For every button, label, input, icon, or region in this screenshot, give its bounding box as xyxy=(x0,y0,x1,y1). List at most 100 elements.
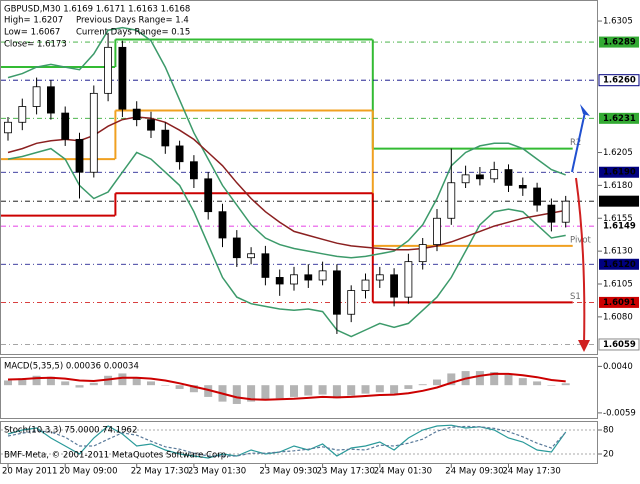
pane-title: Stoch(10,3,3) 75.0000 74.1962 xyxy=(4,426,137,436)
y-tick-label: 0.0040 xyxy=(603,362,633,372)
macd-bar xyxy=(547,385,556,386)
candle-body xyxy=(247,253,256,259)
macd-bar xyxy=(361,385,370,394)
stoch-line xyxy=(7,424,567,459)
candle-body xyxy=(404,261,413,298)
candle-body xyxy=(147,119,155,131)
x-tick-label: 24 May 01:30 xyxy=(374,467,432,477)
macd-bar xyxy=(247,385,256,402)
price-label: 1.6289 xyxy=(603,38,636,48)
x-tick-label: 22 May 17:30 xyxy=(131,467,189,477)
price-label: 1.6231 xyxy=(603,114,636,124)
level-name: R2 xyxy=(570,138,581,148)
candle-body xyxy=(418,244,427,263)
price-label: 1.6260 xyxy=(603,76,636,86)
candle-body xyxy=(32,86,41,107)
stoch-line xyxy=(7,425,567,457)
main-pane xyxy=(0,0,598,355)
macd-bar xyxy=(18,378,27,386)
macd-bar xyxy=(504,374,513,386)
macd-bar xyxy=(75,385,84,388)
candle-body xyxy=(204,178,213,213)
macd-bar xyxy=(32,375,41,386)
price-box xyxy=(599,112,639,124)
price-label: 1.6059 xyxy=(603,340,636,350)
candle-body xyxy=(89,92,98,173)
macd-bar xyxy=(204,385,213,397)
y-tick-label: 20 xyxy=(603,450,614,460)
macd-bar xyxy=(533,381,542,386)
macd-bar xyxy=(375,385,384,393)
candle-body xyxy=(104,46,112,94)
indicator-line xyxy=(7,26,566,259)
candle-body xyxy=(332,270,341,315)
y-tick-label: 1.6180 xyxy=(603,181,633,191)
info-text: Low= 1.6067 xyxy=(4,28,60,38)
x-tick-label: 20 May 2011 xyxy=(2,467,57,477)
macd-bar xyxy=(161,385,170,386)
price-box xyxy=(599,36,639,48)
candle-body xyxy=(518,184,527,189)
candle-body xyxy=(390,274,399,298)
x-tick-label: 23 May 17:30 xyxy=(317,467,375,477)
plot-layer: 1.6305 1.6205 1.6180 1.6155 1.6130 1.6105 1.60… xyxy=(1,5,640,477)
candle-body xyxy=(447,182,456,219)
level-name: S1 xyxy=(570,292,581,302)
y-tick-label: 1.6205 xyxy=(603,148,633,158)
price-label: 1.6120 xyxy=(603,260,636,270)
pane-title: MACD(5,35,5) 0.00036 0.00034 xyxy=(4,362,139,372)
x-tick-label: 23 May 09:30 xyxy=(259,467,317,477)
signal-line xyxy=(7,372,566,401)
macd-bar xyxy=(490,372,499,386)
candle-body xyxy=(218,211,227,239)
macd-bar xyxy=(290,385,298,397)
candle-body xyxy=(318,270,327,281)
macd-bar xyxy=(518,378,527,386)
macd-bar xyxy=(46,376,55,386)
macd-bar xyxy=(118,373,127,386)
info-text: Close= 1.6173 xyxy=(4,40,67,50)
x-tick-label: 24 May 09:30 xyxy=(445,467,503,477)
macd-bar xyxy=(4,380,12,386)
indicator-line xyxy=(7,116,566,251)
macd-bar xyxy=(447,373,456,386)
candle-body xyxy=(561,200,570,223)
stoch-pane xyxy=(0,421,598,464)
price-label: 1.6190 xyxy=(603,168,636,178)
candle-body xyxy=(475,174,484,180)
macd-bar xyxy=(61,381,70,386)
info-text: High= 1.6207 xyxy=(4,16,63,26)
candle-body xyxy=(118,46,127,110)
macd-bar xyxy=(132,378,141,386)
macd-bar xyxy=(318,385,327,395)
candle-body xyxy=(433,217,441,245)
price-box xyxy=(598,338,640,351)
y-tick-label: 1.6080 xyxy=(603,312,633,322)
x-tick-label: 23 May 01:30 xyxy=(188,467,246,477)
candle-body xyxy=(290,274,298,285)
macd-bar xyxy=(561,383,570,386)
macd-bar xyxy=(261,385,270,400)
macd-bar xyxy=(418,384,427,386)
macd-bar xyxy=(175,385,184,389)
price-label: 1.6149 xyxy=(603,222,636,232)
macd-bar xyxy=(332,385,341,399)
candle-body xyxy=(461,174,470,184)
candle-body xyxy=(347,290,356,315)
price-label: 1.6168 xyxy=(603,197,636,207)
candle-body xyxy=(18,106,27,123)
arrow-head xyxy=(578,340,590,352)
indicator-line xyxy=(7,147,566,338)
candle-body xyxy=(232,237,241,259)
macd-bar xyxy=(89,382,98,386)
arrow-head xyxy=(580,104,590,116)
price-box xyxy=(599,195,639,207)
price-label: 1.6091 xyxy=(603,298,636,308)
candle-body xyxy=(75,138,84,173)
candle-body xyxy=(47,86,55,114)
macd-bar xyxy=(304,385,313,396)
candle-body xyxy=(175,145,184,163)
price-box xyxy=(599,296,639,308)
